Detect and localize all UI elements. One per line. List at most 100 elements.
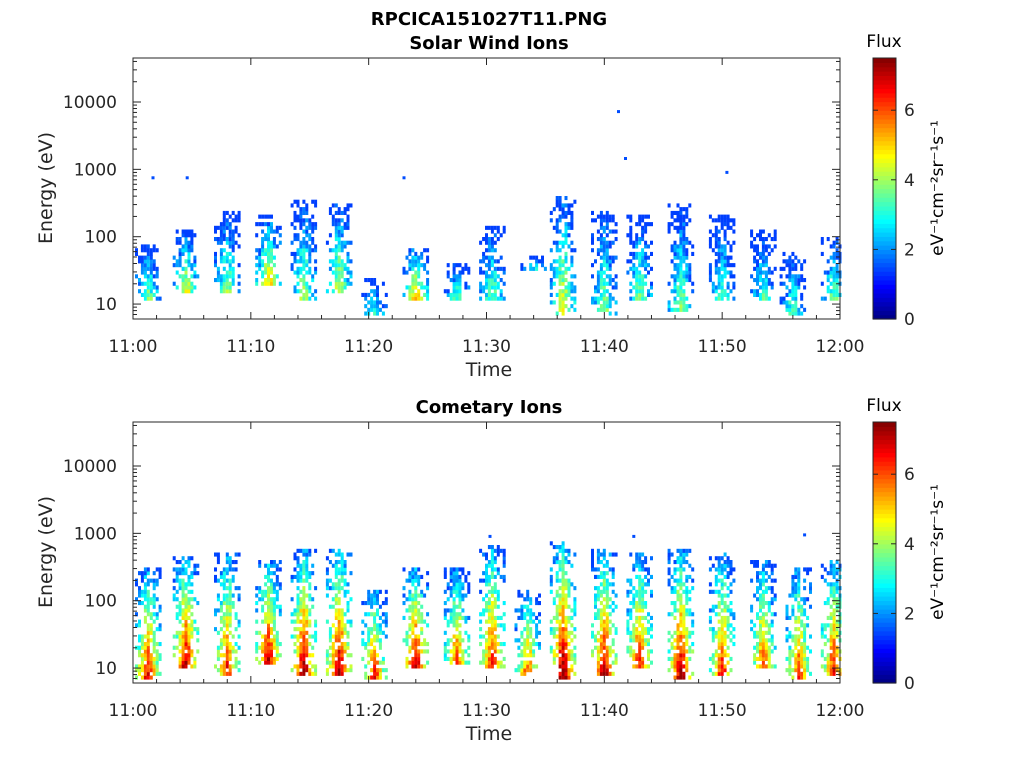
- flux-cell: [673, 668, 677, 673]
- flux-cell: [272, 229, 276, 234]
- flux-cell: [670, 210, 674, 215]
- flux-cell: [237, 623, 241, 628]
- flux-cell: [190, 627, 194, 632]
- flux-cell: [146, 656, 150, 661]
- flux-cell: [629, 638, 633, 643]
- flux-cell: [529, 645, 533, 650]
- flux-cell: [490, 255, 494, 260]
- flux-cell: [140, 281, 144, 286]
- flux-cell: [770, 601, 774, 606]
- flux-cell: [411, 567, 415, 572]
- flux-cell: [135, 597, 138, 602]
- flux-cell: [490, 634, 494, 639]
- flux-cell: [832, 266, 836, 271]
- flux-cell: [800, 263, 804, 268]
- flux-cell: [602, 563, 606, 568]
- flux-cell: [340, 586, 344, 591]
- flux-cell: [535, 255, 539, 260]
- flux-cell: [337, 608, 341, 613]
- flux-cell: [800, 619, 804, 624]
- flux-cell: [264, 278, 268, 283]
- colorbar-segment: [873, 284, 896, 290]
- flux-cell: [552, 240, 556, 245]
- flux-cell: [502, 229, 506, 234]
- flux-cell: [255, 608, 259, 613]
- flux-cell: [325, 556, 329, 561]
- flux-cell: [800, 660, 804, 665]
- colorbar-segment: [873, 443, 896, 449]
- flux-cell: [308, 218, 312, 223]
- flux-cell: [414, 285, 418, 290]
- flux-cell: [175, 263, 179, 268]
- flux-cell: [555, 642, 559, 647]
- flux-cell: [490, 571, 494, 576]
- flux-cell: [364, 304, 368, 309]
- flux-cell: [302, 630, 306, 635]
- flux-cell: [140, 270, 144, 275]
- flux-cell: [823, 627, 827, 632]
- flux-cell: [264, 574, 268, 579]
- flux-cell: [255, 630, 259, 635]
- flux-cell: [152, 244, 156, 249]
- flux-cell: [255, 270, 259, 275]
- flux-cell: [272, 255, 276, 260]
- flux-cell: [479, 578, 483, 583]
- colorbar-segment: [873, 478, 896, 484]
- flux-cell: [340, 233, 344, 238]
- flux-cell: [685, 638, 689, 643]
- flux-cell: [299, 255, 303, 260]
- flux-cell: [373, 278, 377, 283]
- colorbar-tick-label: 4: [904, 535, 915, 555]
- flux-cell: [228, 597, 232, 602]
- flux-cell: [558, 612, 562, 617]
- flux-cell: [726, 586, 730, 591]
- flux-cell: [608, 229, 612, 234]
- flux-cell: [340, 266, 344, 271]
- flux-cell: [596, 229, 600, 234]
- flux-cell: [499, 292, 503, 297]
- flux-cell: [299, 608, 303, 613]
- flux-cell: [337, 274, 341, 279]
- flux-cell: [258, 214, 262, 219]
- flux-cell: [555, 203, 559, 208]
- flux-cell: [558, 278, 562, 283]
- flux-cell: [561, 541, 565, 546]
- flux-cell: [594, 218, 597, 223]
- flux-cell: [458, 656, 462, 661]
- flux-cell: [378, 642, 382, 647]
- flux-cell: [299, 244, 303, 249]
- flux-cell: [155, 266, 159, 271]
- flux-point: [185, 176, 189, 180]
- flux-cell: [378, 604, 382, 609]
- flux-cell: [806, 567, 810, 572]
- flux-cell: [558, 545, 562, 550]
- flux-cell: [175, 645, 179, 650]
- flux-cell: [558, 660, 562, 665]
- flux-cell: [682, 671, 686, 676]
- flux-cell: [196, 563, 200, 568]
- flux-cell: [414, 634, 418, 639]
- flux-cell: [222, 593, 226, 598]
- flux-cell: [614, 281, 618, 286]
- flux-cell: [149, 296, 153, 301]
- flux-cell: [234, 615, 238, 620]
- flux-cell: [753, 653, 757, 658]
- flux-cell: [146, 660, 150, 665]
- flux-cell: [464, 593, 468, 598]
- flux-cell: [411, 255, 415, 260]
- colorbar-segment: [873, 539, 896, 545]
- colorbar-segment: [873, 474, 896, 480]
- flux-cell: [632, 266, 636, 271]
- flux-cell: [334, 233, 338, 238]
- flux-cell: [826, 638, 830, 643]
- flux-cell: [729, 630, 733, 635]
- flux-cell: [676, 214, 680, 219]
- flux-cell: [373, 612, 377, 617]
- flux-cell: [337, 233, 341, 238]
- flux-cell: [788, 664, 792, 669]
- flux-cell: [555, 653, 559, 658]
- flux-cell: [417, 649, 421, 654]
- flux-cell: [343, 560, 347, 565]
- flux-cell: [608, 244, 612, 249]
- flux-cell: [178, 619, 182, 624]
